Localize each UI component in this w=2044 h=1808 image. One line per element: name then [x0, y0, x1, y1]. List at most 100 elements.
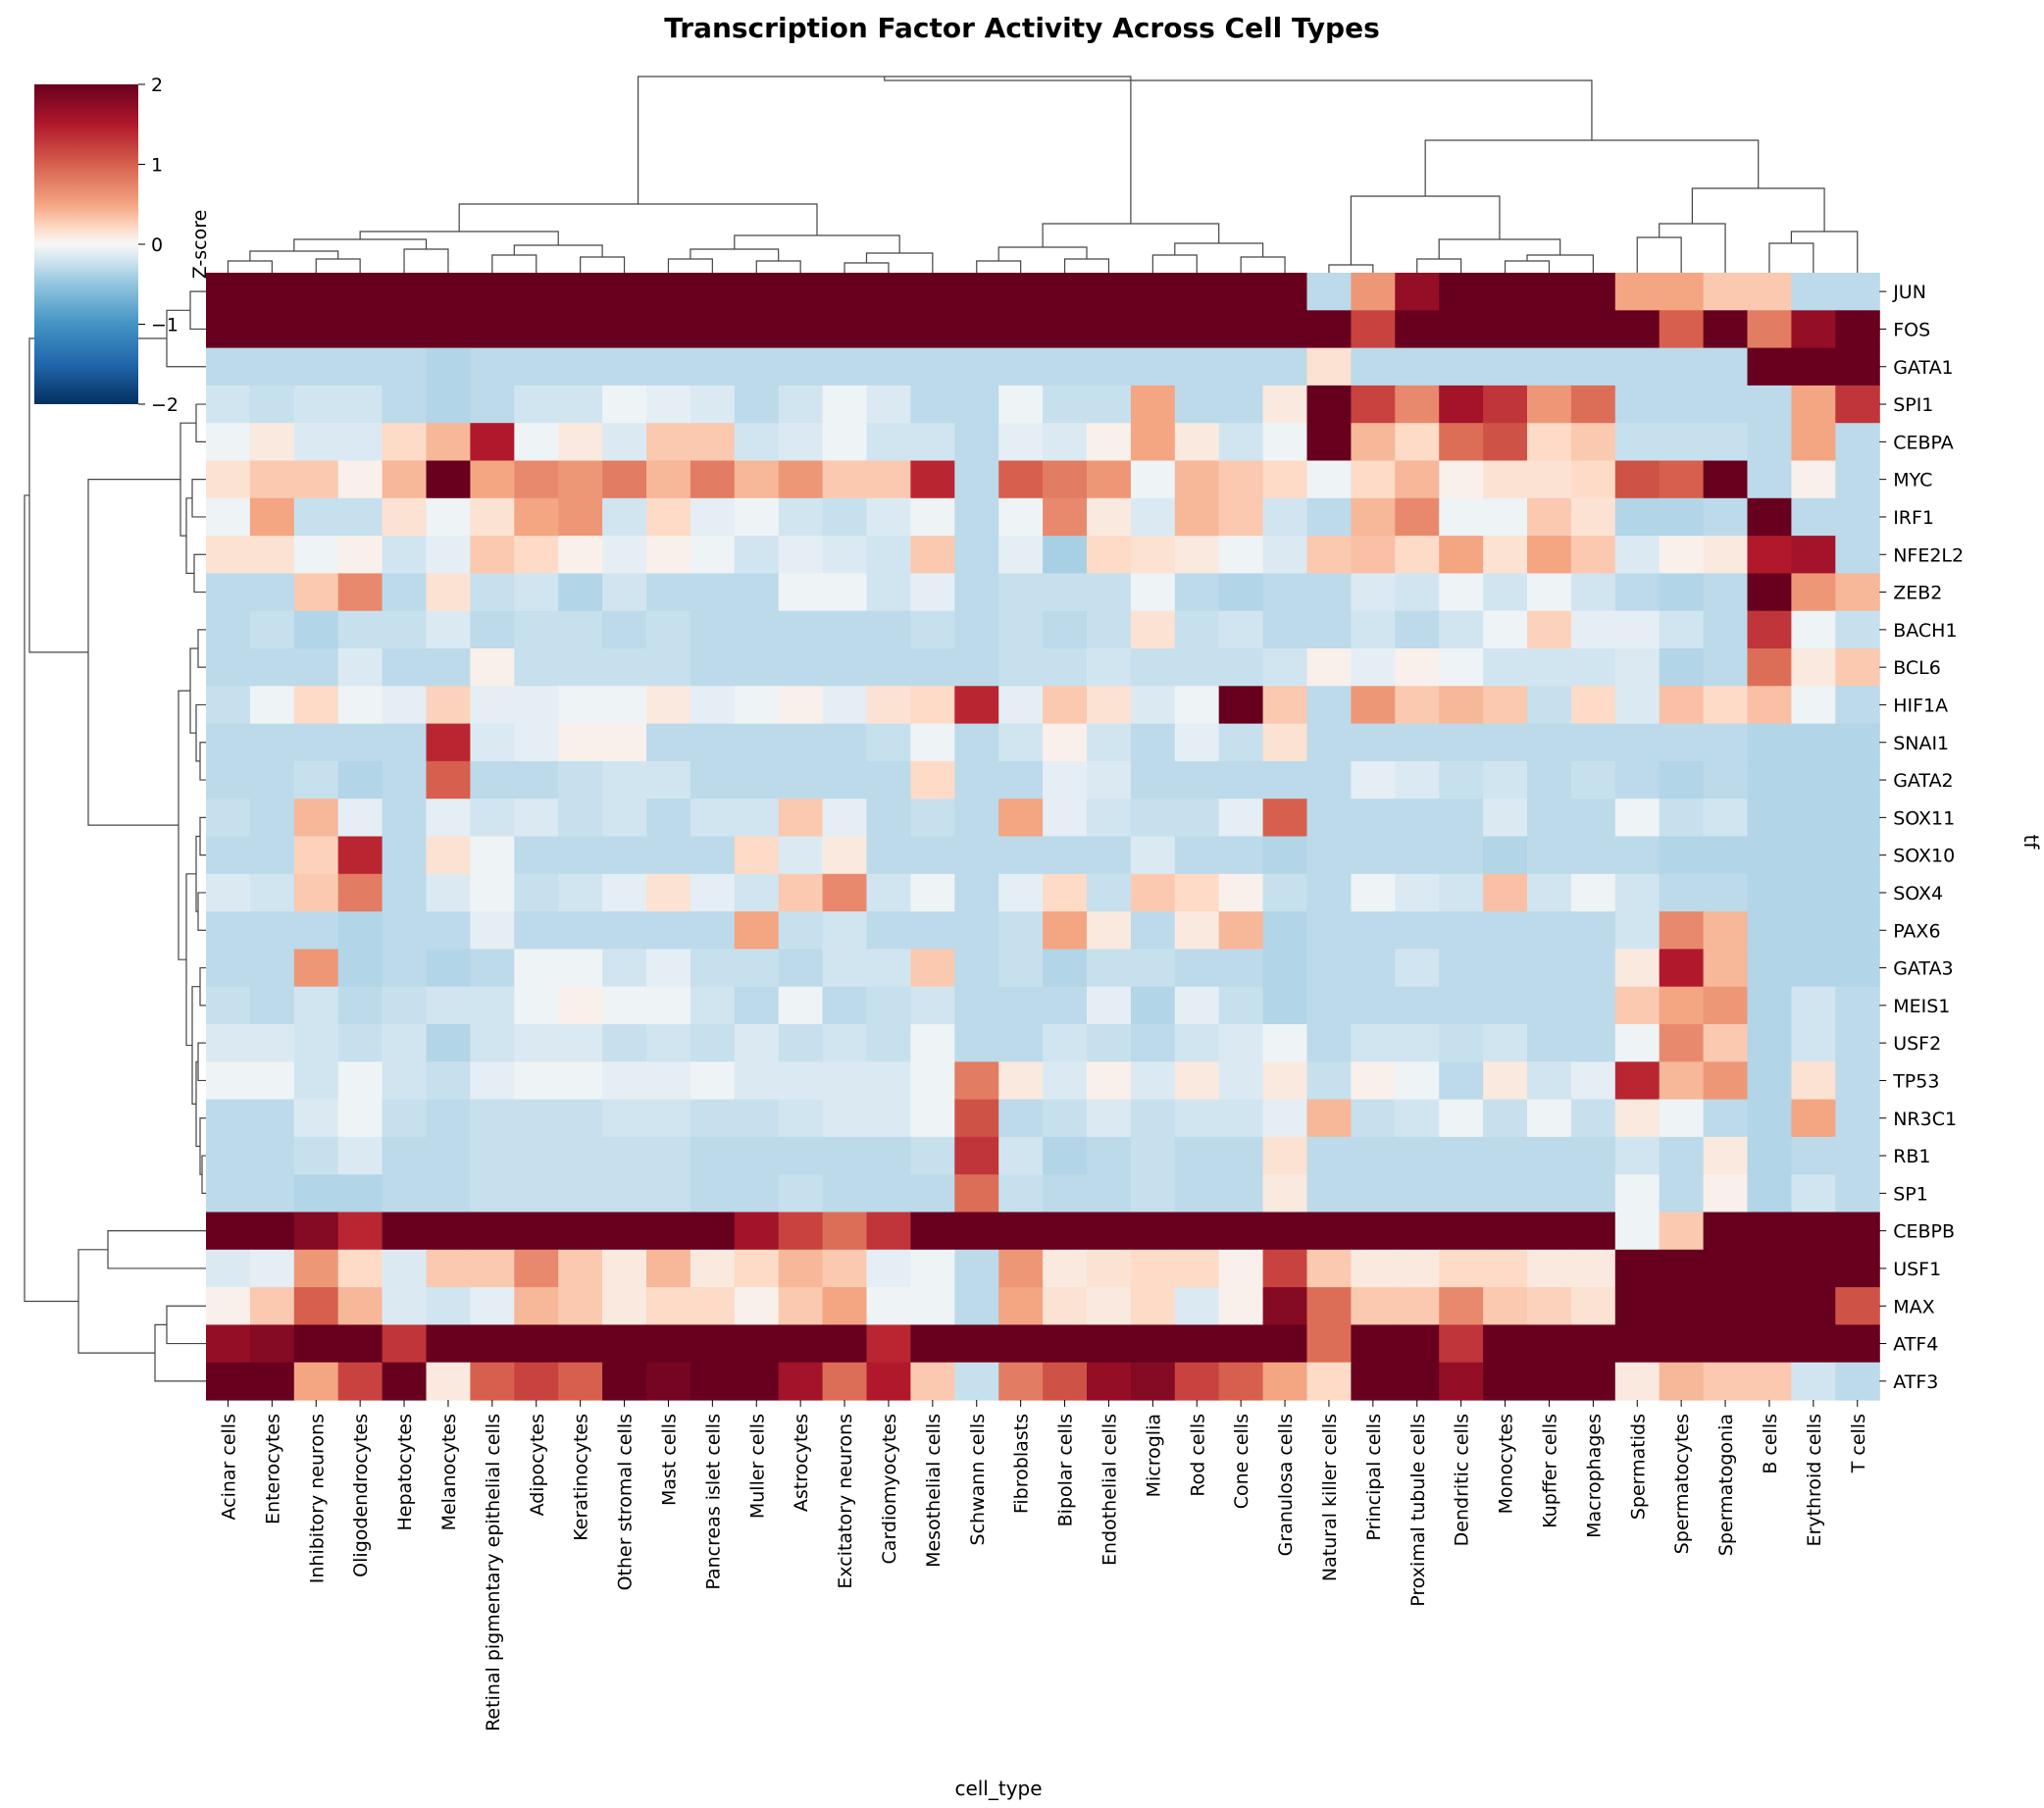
heatmap-cell: [1087, 1061, 1132, 1101]
heatmap-cell: [337, 799, 383, 838]
heatmap-cell: [778, 310, 824, 349]
heatmap-cell: [1483, 497, 1528, 537]
row-tick-label: CEBPA: [1893, 432, 1954, 453]
heatmap-cell: [910, 460, 955, 499]
heatmap-cell: [690, 1099, 736, 1138]
heatmap-cell: [866, 1024, 911, 1062]
heatmap-cell: [514, 460, 559, 499]
heatmap-cell: [1747, 385, 1792, 424]
heatmap-cell: [1087, 1212, 1132, 1251]
dendrogram-link: [315, 258, 361, 273]
heatmap-cell: [470, 1174, 515, 1214]
heatmap-cell: [249, 686, 295, 725]
heatmap-cell: [426, 1174, 471, 1214]
heatmap-cell: [778, 1174, 824, 1214]
heatmap-cell: [602, 911, 647, 950]
heatmap-cell: [1527, 1136, 1572, 1175]
heatmap-cell: [822, 760, 868, 800]
heatmap-cell: [602, 536, 647, 574]
heatmap-cell: [1791, 1099, 1836, 1138]
column-tick-label: Melanocytes: [438, 1414, 460, 1530]
heatmap-cell: [558, 1249, 603, 1288]
row-tick-label: RB1: [1893, 1146, 1930, 1167]
heatmap-cell: [1218, 1212, 1264, 1251]
heatmap-cell: [1791, 573, 1836, 612]
heatmap-cell: [822, 1362, 868, 1401]
heatmap-cell: [1791, 536, 1836, 574]
heatmap-cell: [337, 986, 383, 1025]
heatmap-cell: [206, 986, 251, 1025]
heatmap-cell: [646, 423, 691, 462]
heatmap-cell: [1395, 1174, 1440, 1214]
heatmap-cell: [998, 911, 1044, 950]
heatmap-cell: [1262, 1287, 1308, 1325]
heatmap-cell: [206, 949, 251, 988]
heatmap-cell: [602, 1136, 647, 1175]
heatmap-cell: [293, 423, 339, 462]
heatmap-cell: [206, 1212, 251, 1251]
heatmap-cell: [646, 799, 691, 838]
dendrogram-link: [199, 966, 206, 1007]
heatmap-cell: [1439, 573, 1484, 612]
heatmap-cell: [1130, 423, 1176, 462]
heatmap-cell: [1659, 1061, 1705, 1101]
heatmap-cell: [1483, 273, 1528, 311]
heatmap-cell: [1351, 799, 1396, 838]
heatmap-cell: [1087, 723, 1132, 762]
heatmap-cell: [1174, 536, 1220, 574]
heatmap-cell: [558, 1099, 603, 1138]
heatmap-cell: [1527, 1061, 1572, 1101]
heatmap-cell: [1439, 1249, 1484, 1288]
dendrogram-link: [1768, 242, 1814, 273]
heatmap-cell: [734, 310, 780, 349]
heatmap-cell: [734, 686, 780, 725]
heatmap-cell: [822, 385, 868, 424]
heatmap-cell: [1614, 310, 1661, 349]
heatmap-cell: [206, 423, 251, 462]
heatmap-cell: [954, 949, 999, 988]
heatmap-cell: [1527, 1287, 1572, 1325]
heatmap-cell: [558, 1136, 603, 1175]
heatmap-cell: [1395, 911, 1440, 950]
heatmap-cell: [206, 573, 251, 612]
heatmap-cell: [1130, 873, 1176, 912]
heatmap-cell: [1614, 536, 1661, 574]
heatmap-cell: [470, 723, 515, 762]
heatmap-cell: [1570, 911, 1616, 950]
column-tick-label: Dendritic cells: [1452, 1414, 1473, 1546]
heatmap-cell: [998, 836, 1044, 875]
heatmap-cell: [1395, 385, 1440, 424]
heatmap-cell: [382, 760, 428, 800]
heatmap-cell: [249, 949, 295, 988]
heatmap-cell: [1835, 873, 1880, 912]
heatmap-cell: [954, 1024, 999, 1062]
heatmap-cell: [1703, 836, 1749, 875]
heatmap-cell: [206, 648, 251, 687]
heatmap-cell: [822, 873, 868, 912]
column-tick-label: Astrocytes: [791, 1414, 812, 1512]
column-tick-label: Muller cells: [746, 1414, 768, 1519]
heatmap-cell: [1747, 1287, 1792, 1325]
heatmap-cell: [954, 310, 999, 349]
heatmap-cell: [910, 949, 955, 988]
heatmap-cell: [1087, 911, 1132, 950]
heatmap-cell: [954, 836, 999, 875]
heatmap-cell: [954, 1136, 999, 1175]
dendrogram-link: [199, 816, 206, 856]
heatmap-cell: [558, 1324, 603, 1364]
heatmap-cell: [954, 686, 999, 725]
dendrogram-link: [1438, 238, 1561, 259]
heatmap-cell: [1659, 347, 1705, 387]
heatmap-cell: [1130, 986, 1176, 1025]
heatmap-cell: [293, 1024, 339, 1062]
heatmap-cell: [822, 1061, 868, 1101]
heatmap-cell: [1659, 573, 1705, 612]
heatmap-cell: [1747, 686, 1792, 725]
heatmap-cell: [1835, 1249, 1880, 1288]
column-tick-label: Kupffer cells: [1539, 1414, 1560, 1528]
heatmap-cell: [558, 911, 603, 950]
heatmap-cell: [1174, 1324, 1220, 1364]
heatmap-cell: [1218, 1362, 1264, 1401]
heatmap-cell: [426, 686, 471, 725]
heatmap-cell: [998, 310, 1044, 349]
